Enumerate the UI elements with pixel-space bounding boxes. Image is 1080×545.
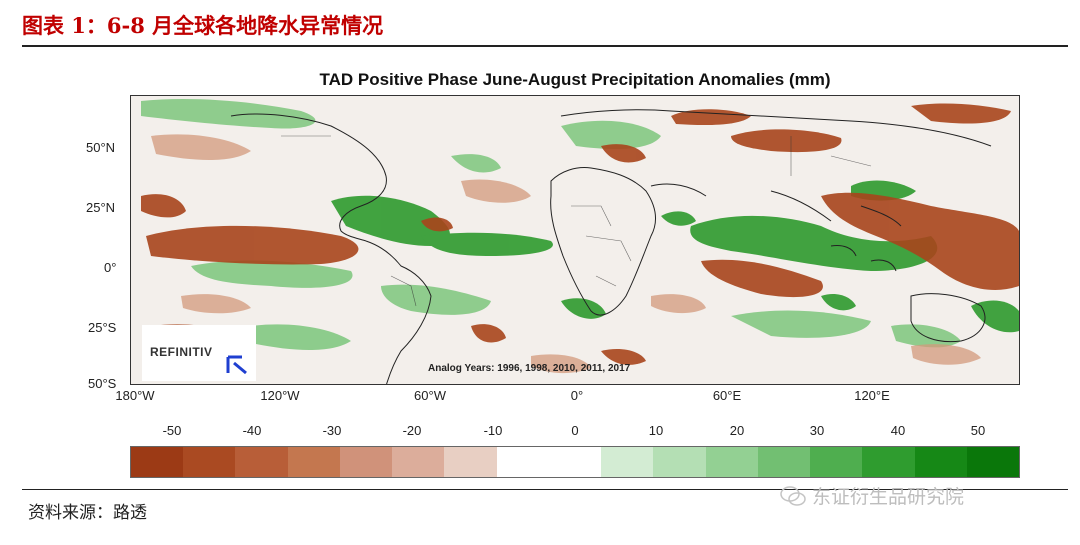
colorbar-cell (183, 447, 236, 477)
colorbar-tick: -20 (402, 423, 422, 438)
lon-tick-60w: 60°W (414, 388, 446, 403)
colorbar-cell (810, 447, 863, 477)
precipitation-anomaly-map (130, 95, 1020, 385)
colorbar-cell (235, 447, 288, 477)
lon-tick-60e: 60°E (712, 388, 742, 403)
colorbar-cell (653, 447, 706, 477)
bottom-rule (22, 489, 1068, 490)
colorbar-tick: 0 (571, 423, 579, 438)
colorbar-cell (496, 447, 549, 477)
colorbar-tick: 40 (890, 423, 906, 438)
colorbar-cell (966, 447, 1019, 477)
colorbar-cell (392, 447, 445, 477)
country-borders (281, 135, 872, 307)
colorbar-tick: 30 (809, 423, 825, 438)
source-note: 资料来源：路透 (28, 503, 147, 523)
lon-tick-180w: 180°W (115, 388, 155, 403)
lat-tick-25n: 25°N (86, 200, 116, 215)
lat-tick-0: 0° (104, 260, 117, 275)
map-title: TAD Positive Phase June-August Precipita… (319, 70, 831, 89)
colorbar (130, 446, 1020, 478)
figure-title: 图表 1：6-8 月全球各地降水异常情况 (22, 13, 384, 38)
wet-anomalies (331, 180, 1019, 333)
colorbar-tick: 10 (648, 423, 664, 438)
colorbar-cell (601, 447, 654, 477)
watermark-text: 东证衍生品研究院 (812, 486, 965, 508)
refinitiv-logo-text: REFINITIV (150, 345, 213, 359)
lat-tick-50s: 50°S (88, 376, 117, 391)
top-rule (22, 45, 1068, 47)
analog-years-note: Analog Years: 1996, 1998, 2010, 2011, 20… (428, 363, 631, 374)
colorbar-cell (444, 447, 497, 477)
refinitiv-logo-icon (226, 355, 247, 375)
colorbar-tick: -30 (322, 423, 342, 438)
colorbar-cell (548, 447, 602, 477)
lon-tick-0: 0° (570, 388, 584, 403)
colorbar-cell (914, 447, 967, 477)
watermark: 东证衍生品研究院 (780, 482, 964, 509)
dry-anomalies (141, 103, 1019, 365)
colorbar-cell (757, 447, 811, 477)
lon-tick-120w: 120°W (260, 388, 300, 403)
colorbar-cell (705, 447, 758, 477)
colorbar-tick: -40 (242, 423, 262, 438)
lat-tick-50n: 50°N (86, 140, 116, 155)
colorbar-tick: -10 (483, 423, 503, 438)
light-dry-anomalies (151, 134, 981, 374)
colorbar-cell (339, 447, 393, 477)
refinitiv-logo-box: REFINITIV (142, 325, 256, 381)
lon-tick-120e: 120°E (854, 388, 890, 403)
colorbar-tick: 20 (729, 423, 745, 438)
lat-tick-25s: 25°S (88, 320, 117, 335)
continent-outlines (230, 109, 992, 384)
light-wet-anomalies (141, 99, 961, 350)
colorbar-cell (131, 447, 184, 477)
colorbar-tick: -50 (162, 423, 182, 438)
wechat-icon (780, 485, 806, 506)
colorbar-tick: 50 (970, 423, 986, 438)
colorbar-cell (287, 447, 340, 477)
map-canvas (131, 96, 1019, 384)
colorbar-cell (862, 447, 915, 477)
